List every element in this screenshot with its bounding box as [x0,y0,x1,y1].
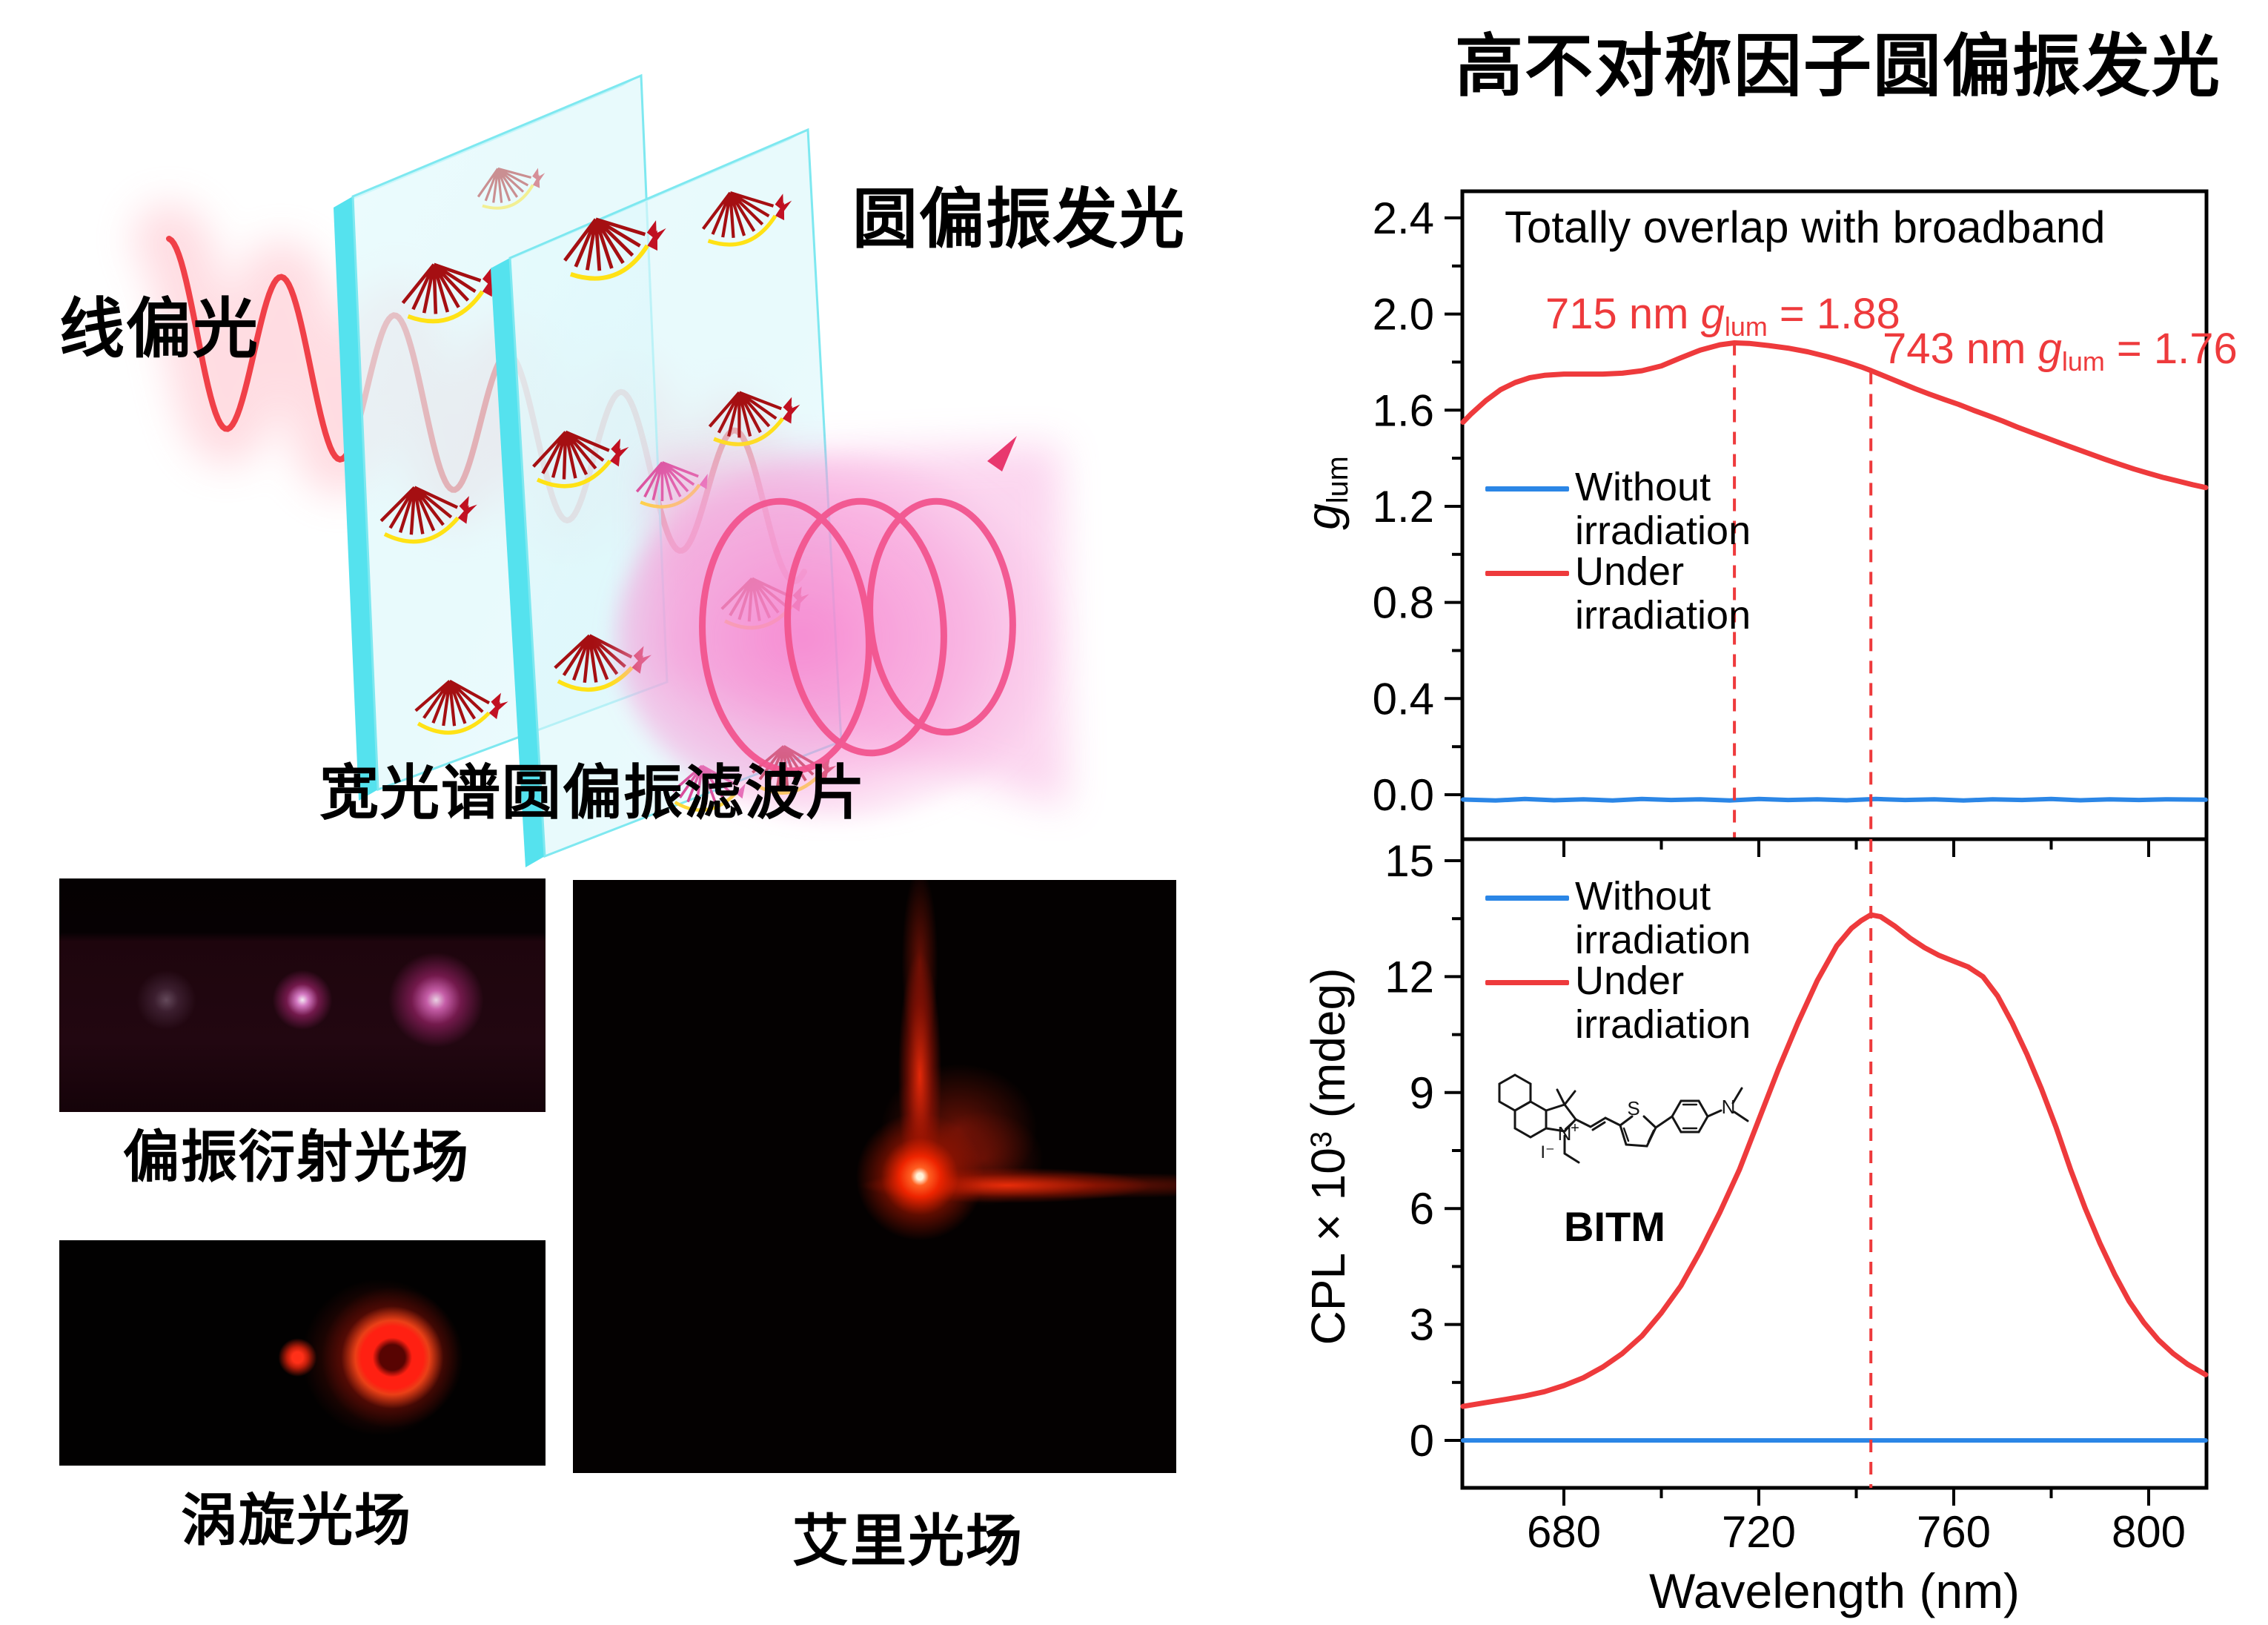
annotation-text: 743 nm [1883,325,2038,373]
tick-label: 680 [1527,1507,1601,1557]
bitm-label: BITM [1564,1203,1665,1250]
tick-label: 0.8 [1373,578,1434,628]
charts-graphics: 0.0 0.4 0.8 1.2 1.6 2.0 2.4 0 3 6 9 12 15 680 720 760 80… [1373,189,2209,1557]
annotation-value: = 1.88 [1767,290,1900,338]
data-series [1460,340,2209,491]
atom-n-ring-label: N [1558,1122,1572,1145]
legend-line-red [1485,571,1569,576]
annotation-value: = 1.76 [2104,325,2238,373]
ylabel-units: (mdeg) [1302,967,1355,1132]
photo-vortex [59,1240,546,1466]
label-linear-polarized-light: 线偏光 [59,292,260,365]
legend-line-blue [1485,896,1569,901]
bitm-structure: S N + I⁻ N [1498,1073,1749,1164]
tick-label: 2.4 [1373,193,1434,243]
legend-line-red [1485,980,1569,985]
tick-label: 760 [1917,1507,1991,1557]
data-series [1460,912,2209,1409]
tick-label: 720 [1722,1507,1796,1557]
tick-label: 2.0 [1373,290,1434,340]
ylabel-superscript: 3 [1305,1131,1339,1148]
tick-label: 12 [1385,952,1434,1002]
tick-label: 1.6 [1373,385,1434,435]
tick-label: 800 [2112,1507,2186,1557]
helix-arrowhead-icon [987,436,1017,471]
cpl-emission [615,436,1067,819]
photo-airy [573,880,1176,1473]
chart2-ylabel: CPL × 103 (mdeg) [1301,968,1356,1346]
ylabel-text: CPL × 10 [1302,1148,1355,1346]
cpl-schematic [133,73,1067,867]
tick-label: 0.0 [1373,770,1434,820]
legend-label-under-2: Under irradiation [1575,959,1751,1047]
cpl-helix-graphic [699,497,1016,775]
data-series [1460,796,2208,803]
legend-label-under-1: Under irradiation [1575,549,1751,638]
chart-primitive [1460,837,2209,1490]
label-cpl-output: 圆偏振发光 [852,182,1187,256]
glum-subscript: lum [2061,346,2105,377]
photo-label-vortex: 涡旋光场 [181,1489,412,1552]
filter-section-title: 宽光谱圆偏振滤波片 [319,760,866,826]
atom-charge-label: + [1571,1120,1579,1136]
atom-n-amine-label: N [1722,1096,1736,1118]
glum-subscript: lum [1322,456,1355,504]
tick-label: 1.2 [1373,482,1434,532]
legend-label-without-2: Without irradiation [1575,874,1751,962]
photo-label-diffraction: 偏振衍射光场 [123,1126,470,1189]
chart1-ylabel: glum [1296,456,1355,530]
legend-line-blue [1485,486,1569,492]
glum-subscript: lum [1724,311,1768,342]
chart1-annotation-715: 715 nm glum = 1.88 [1545,289,1900,342]
right-panel-title: 高不对称因子圆偏振发光 [1454,29,2222,105]
tick-label: 0.4 [1373,674,1434,724]
annotation-text: 715 nm [1545,290,1701,338]
chart2-xlabel: Wavelength (nm) [1648,1563,2020,1618]
photo-polarization-diffraction [59,878,546,1112]
tick-label: 6 [1410,1184,1434,1234]
atom-s-label: S [1627,1097,1639,1119]
tick-label: 3 [1410,1300,1434,1350]
glum-symbol: g [1296,503,1350,530]
photo-label-airy: 艾里光场 [792,1510,1024,1573]
glum-symbol: g [2037,325,2062,373]
glum-symbol: g [1700,290,1725,338]
tick-label: 0 [1410,1416,1434,1466]
legend-label-without-1: Without irradiation [1575,465,1751,553]
atom-iodide-label: I⁻ [1540,1142,1554,1162]
chart1-annotation-743: 743 nm glum = 1.76 [1883,324,2238,377]
tick-label: 9 [1410,1068,1434,1118]
chart1-annotation-overlap: Totally overlap with broadband [1505,202,2106,252]
tick-label: 15 [1385,836,1434,886]
